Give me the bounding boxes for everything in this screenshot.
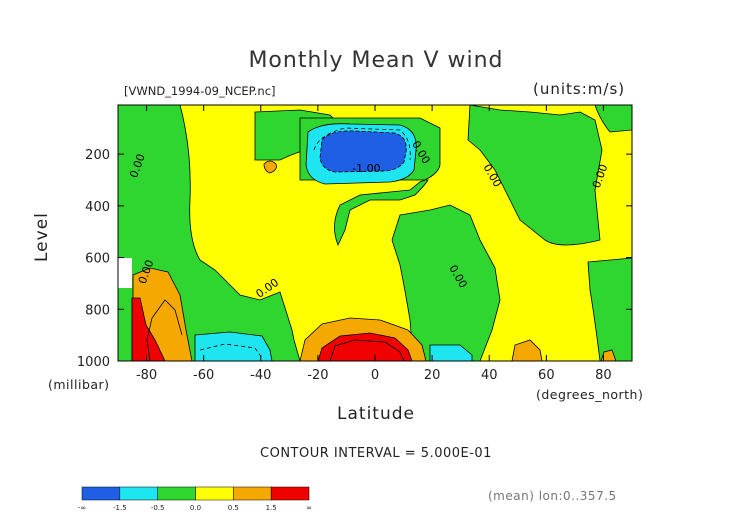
legend-swatch	[157, 486, 196, 501]
x-tick-label: 20	[424, 368, 441, 383]
region-blue-jet	[319, 130, 407, 173]
legend-tick-label: 1.5	[266, 504, 277, 512]
legend-swatch	[195, 486, 234, 501]
region-green-east	[467, 105, 603, 246]
legend-swatch	[81, 486, 121, 501]
legend-tick-label: 0.5	[228, 504, 239, 512]
x-tick-label: -60	[193, 368, 214, 383]
region-green-mid-right	[391, 204, 501, 361]
x-tick-label: -80	[136, 368, 157, 383]
legend-swatch	[119, 486, 158, 501]
y-axis-unit: (millibar)	[48, 377, 110, 392]
legend-swatch	[270, 486, 310, 501]
color-legend: -∞ -1.5 -0.5 0.0 0.5 1.5 ∞	[78, 486, 312, 512]
dataset-label: [VWND_1994-09_NCEP.nc]	[124, 84, 276, 98]
region-orange-east	[511, 339, 543, 361]
legend-tick-label: 0.0	[190, 504, 201, 512]
x-tick-label: 40	[481, 368, 498, 383]
x-tick-label: -40	[250, 368, 271, 383]
contour-interval-label: CONTOUR INTERVAL = 5.000E-01	[260, 446, 492, 461]
x-axis-unit: (degrees_north)	[536, 387, 644, 402]
y-tick-label: 800	[85, 303, 110, 318]
contour-fill-layer	[118, 105, 632, 361]
contour-label: -1.00	[352, 162, 380, 175]
x-tick-label: 80	[595, 368, 612, 383]
x-tick-label: 0	[371, 368, 379, 383]
region-red-center	[317, 332, 413, 361]
y-tick-label: 400	[85, 200, 110, 215]
units-label: (units:m/s)	[533, 80, 626, 98]
region-missing-data	[118, 258, 132, 288]
x-tick-label: 60	[538, 368, 555, 383]
y-tick-label: 1000	[77, 355, 110, 370]
y-tick-label: 200	[85, 148, 110, 163]
legend-swatch	[233, 486, 272, 501]
contour-line-inner-west	[146, 299, 183, 361]
region-green-east-lower	[587, 257, 632, 361]
contour-line-dashed-jet	[313, 127, 411, 161]
legend-tick-label: -1.5	[113, 504, 127, 512]
subset-label: (mean) lon:0..357.5	[488, 489, 617, 503]
axes: -80 -60 -40 -20 0 20 40 60 80 200 400 600 800 1000	[77, 105, 632, 383]
region-cyan-near-equator	[429, 344, 473, 361]
region-green-far-east	[594, 105, 632, 133]
x-tick-label: -20	[307, 368, 328, 383]
chart-title: Monthly Mean V wind	[248, 48, 504, 73]
contour-line-inner-center	[329, 339, 405, 361]
legend-tick-label: -∞	[78, 504, 86, 512]
region-red-west	[131, 297, 166, 361]
region-orange-upper	[263, 160, 277, 174]
region-cyan-sh-surface	[194, 331, 273, 361]
x-axis-label: Latitude	[337, 404, 415, 424]
y-tick-label: 600	[85, 252, 110, 267]
legend-tick-label: ∞	[306, 504, 312, 512]
legend-tick-label: -0.5	[151, 504, 165, 512]
